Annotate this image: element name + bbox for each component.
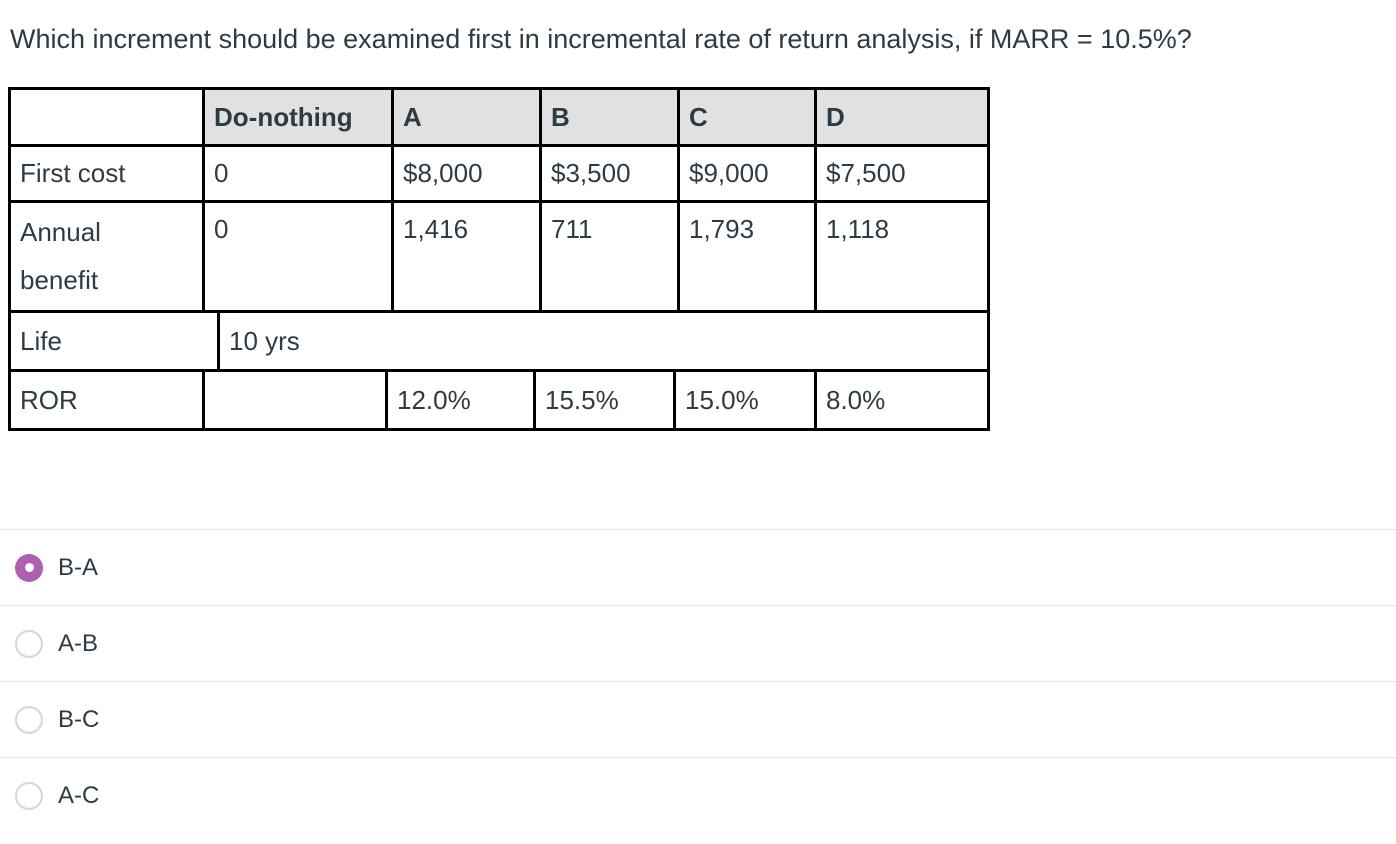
header-cell-d: D (817, 90, 990, 147)
cell-value (205, 372, 388, 431)
radio-button-icon[interactable] (15, 629, 43, 658)
data-table: Do-nothing A B C D First cost 0 $8,000 $… (8, 87, 990, 431)
header-cell-b: B (542, 90, 680, 147)
question-title: Which increment should be examined first… (10, 24, 1192, 54)
cell-value: 0 (205, 147, 394, 203)
option-label: B-C (58, 705, 100, 733)
answer-options: B-A A-B B-C A-C (0, 529, 1396, 833)
option-row-a-b[interactable]: A-B (0, 605, 1396, 681)
option-label: B-A (58, 553, 99, 581)
option-label: A-C (58, 781, 100, 809)
cell-value: 0 (205, 203, 394, 313)
option-row-b-c[interactable]: B-C (0, 681, 1396, 757)
radio-button-icon[interactable] (15, 781, 43, 810)
cell-value-span: 10 yrs (220, 313, 990, 372)
option-row-b-a[interactable]: B-A (0, 529, 1396, 605)
table-row-ror: ROR 12.0% 15.5% 15.0% 8.0% (11, 372, 990, 431)
table-row-first-cost: First cost 0 $8,000 $3,500 $9,000 $7,500 (11, 147, 990, 203)
option-row-a-c[interactable]: A-C (0, 757, 1396, 833)
header-cell-c: C (680, 90, 817, 147)
cell-value: $9,000 (680, 147, 817, 203)
row-label: First cost (11, 147, 205, 203)
option-label: A-B (58, 629, 99, 657)
header-cell-a: A (394, 90, 542, 147)
header-cell-do-nothing: Do-nothing (205, 90, 394, 147)
radio-button-icon[interactable] (15, 553, 43, 582)
cell-value: 711 (542, 203, 680, 313)
cell-value: $7,500 (817, 147, 990, 203)
cell-value: 15.0% (676, 372, 817, 431)
cell-value: 15.5% (536, 372, 676, 431)
table-row-annual-benefit: Annual benefit 0 1,416 711 1,793 1,118 (11, 203, 990, 313)
row-label-text: Annual benefit (20, 217, 101, 295)
row-label: Annual benefit (11, 203, 205, 313)
cell-value: $8,000 (394, 147, 542, 203)
header-cell-blank (11, 90, 205, 147)
row-label: ROR (11, 372, 205, 431)
radio-button-icon[interactable] (15, 705, 43, 734)
cell-value: 1,118 (817, 203, 990, 313)
cell-value: 1,416 (394, 203, 542, 313)
table-header-row: Do-nothing A B C D (11, 90, 990, 147)
table-row-life: Life 10 yrs (11, 313, 990, 372)
cell-value: 8.0% (817, 372, 990, 431)
cell-value: 12.0% (388, 372, 536, 431)
row-label: Life (11, 313, 220, 372)
cell-value: $3,500 (542, 147, 680, 203)
cell-value: 1,793 (680, 203, 817, 313)
